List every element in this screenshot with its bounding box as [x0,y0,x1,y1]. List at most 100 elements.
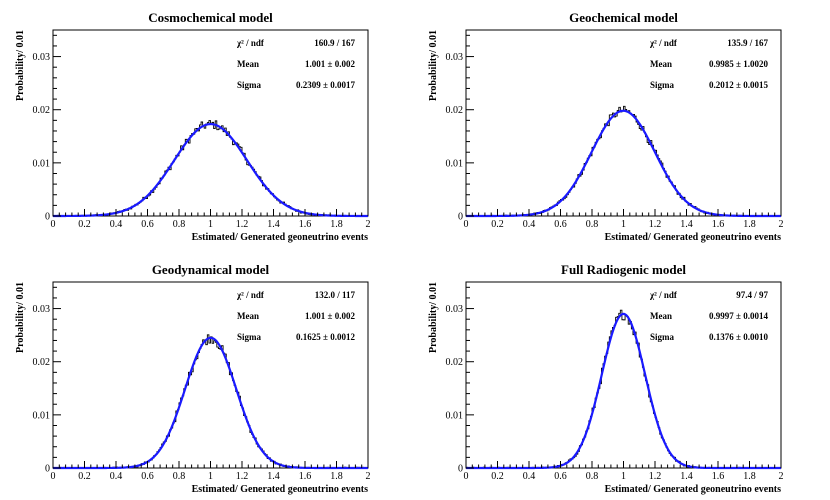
x-axis-label: Estimated/ Generated geoneutrino events [605,232,781,243]
x-tick-label: 0.6 [554,471,567,482]
x-tick-label: 1.6 [299,471,312,482]
stat-label: Mean [650,59,672,69]
y-tick-label: 0.03 [33,52,51,63]
stat-label: χ² / ndf [649,290,678,300]
stat-value: 0.9985 ± 1.0020 [709,59,768,69]
y-tick-label: 0 [45,464,50,475]
x-tick-label: 1 [621,471,626,482]
y-tick-label: 0.01 [33,410,51,421]
y-tick-label: 0.02 [446,105,464,116]
x-tick-label: 0.4 [523,219,536,230]
stat-label: Mean [237,311,259,321]
x-axis-label: Estimated/ Generated geoneutrino events [192,484,368,495]
x-tick-label: 1.6 [299,219,312,230]
stats-box: χ² / ndf 132.0 / 117 Mean 1.001 ± 0.002 Sigm… [236,290,355,342]
x-tick-label: 0.2 [491,471,504,482]
chart-panel-2: Geochemical model 0 0.2 0.4 0.6 0.8 1 1.2 1.4 1.6… [428,10,784,243]
histogram-bars [52,120,369,217]
x-tick-label: 1.8 [330,471,343,482]
stat-value: 0.9997 ± 0.0014 [709,311,768,321]
stat-label: χ² / ndf [236,290,265,300]
x-tick-label: 1.8 [330,219,343,230]
x-tick-label: 0.8 [586,471,599,482]
chart-title: Cosmochemical model [148,10,273,25]
y-tick-label: 0 [458,212,463,223]
x-tick-label: 0.6 [141,471,154,482]
stat-label: Sigma [237,80,262,90]
stat-label: Sigma [650,80,675,90]
stat-label: Mean [650,311,672,321]
y-tick-label: 0 [45,212,50,223]
x-tick-label: 1.8 [743,471,756,482]
y-axis-label: Probability/ 0.01 [428,30,439,101]
y-axis-label: Probability/ 0.01 [15,282,26,353]
stat-value: 132.0 / 117 [315,290,356,300]
plot-frame [465,281,782,469]
x-tick-label: 1.2 [649,471,662,482]
chart-title: Full Radiogenic model [561,262,686,277]
y-tick-label: 0.01 [33,158,51,169]
x-tick-label: 0 [51,471,56,482]
stat-value: 135.9 / 167 [727,38,768,48]
x-tick-label: 0.2 [491,219,504,230]
y-tick-label: 0.03 [446,304,464,315]
stat-value: 97.4 / 97 [736,290,768,300]
x-axis-label: Estimated/ Generated geoneutrino events [192,232,368,243]
x-tick-label: 1.4 [267,471,280,482]
chart-title: Geochemical model [569,10,678,25]
x-tick-label: 2 [779,471,784,482]
x-tick-label: 1.4 [680,219,693,230]
y-tick-label: 0 [458,464,463,475]
x-axis-label: Estimated/ Generated geoneutrino events [605,484,781,495]
x-tick-label: 1.8 [743,219,756,230]
histogram-bars [465,105,782,217]
stat-value: 0.1376 ± 0.0010 [709,332,768,342]
chart-panel-4: Full Radiogenic model 0 0.2 0.4 0.6 0.8 1 1.2 1.… [428,262,784,495]
histogram-bars [52,334,369,469]
y-tick-label: 0.03 [33,304,51,315]
x-tick-label: 1 [208,219,213,230]
x-tick-label: 0.4 [110,471,123,482]
stat-value: 1.001 ± 0.002 [305,311,355,321]
x-tick-label: 0 [464,471,469,482]
y-tick-label: 0.03 [446,52,464,63]
x-tick-label: 2 [366,219,371,230]
gaussian-fit-curve [53,122,368,218]
plot-frame [465,29,782,217]
stats-box: χ² / ndf 160.9 / 167 Mean 1.001 ± 0.002 Sigm… [236,38,355,90]
gaussian-fit-curve [466,109,781,218]
gaussian-fit-curve [466,312,781,470]
y-axis-label: Probability/ 0.01 [428,282,439,353]
stat-value: 0.1625 ± 0.0012 [296,332,355,342]
x-tick-label: 0.8 [173,471,186,482]
stats-box: χ² / ndf 97.4 / 97 Mean 0.9997 ± 0.0014 Sigm… [649,290,768,342]
y-tick-label: 0.02 [33,357,51,368]
x-tick-label: 1.2 [236,219,249,230]
x-tick-label: 0.2 [78,219,91,230]
x-tick-label: 1 [208,471,213,482]
stat-label: Sigma [650,332,675,342]
x-tick-label: 0.8 [173,219,186,230]
x-tick-label: 1.6 [712,219,725,230]
x-tick-label: 0.6 [554,219,567,230]
x-tick-label: 0.8 [586,219,599,230]
stat-value: 160.9 / 167 [314,38,355,48]
y-tick-label: 0.01 [446,158,464,169]
chart-panel-1: Cosmochemical model 0 0.2 0.4 0.6 0.8 1 1.2 1.4 1… [15,10,371,243]
x-tick-label: 1.2 [236,471,249,482]
x-tick-label: 0 [464,219,469,230]
stat-label: Sigma [237,332,262,342]
plot-frame [52,281,369,469]
x-tick-label: 1 [621,219,626,230]
x-tick-label: 0.4 [110,219,123,230]
x-tick-label: 1.4 [267,219,280,230]
x-tick-label: 0.4 [523,471,536,482]
stat-value: 0.2309 ± 0.0017 [296,80,355,90]
stat-label: χ² / ndf [236,38,265,48]
x-tick-label: 0.2 [78,471,91,482]
stats-box: χ² / ndf 135.9 / 167 Mean 0.9985 ± 1.0020 Si… [649,38,768,90]
stat-value: 1.001 ± 0.002 [305,59,355,69]
chart-title: Geodynamical model [152,262,270,277]
x-tick-label: 1.2 [649,219,662,230]
